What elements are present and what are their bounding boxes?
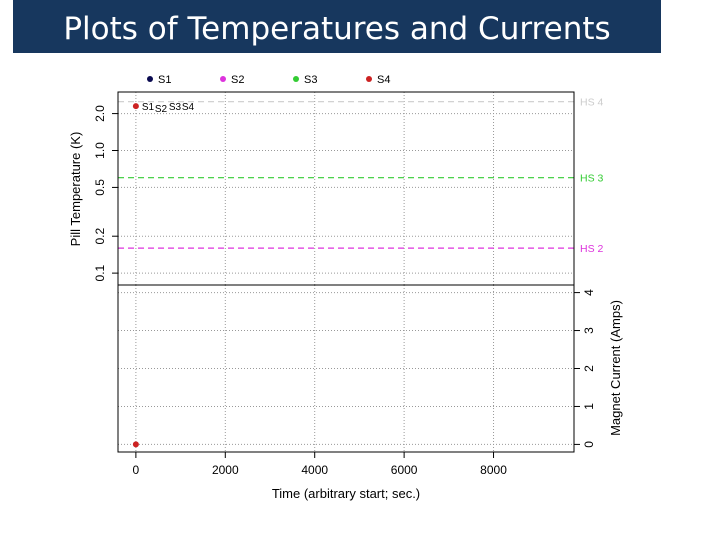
top-ytick-label-3: 1.0 [93,142,107,159]
top-ytick-label-4: 2.0 [93,105,107,122]
ref-label-hs2: HS 2 [580,243,604,255]
legend-label-s4: S4 [377,74,390,86]
legend-label-s1: S1 [158,74,171,86]
top-ytick-label-2: 0.5 [93,179,107,196]
xtick-label-0: 0 [133,463,140,477]
slide-title: Plots of Temperatures and Currents [63,11,611,47]
point-label-s4: S4 [182,102,195,113]
top-ytick-label-1: 0.2 [93,228,107,245]
bottom-ytick-label-2: 2 [582,365,596,372]
top-panel-frame [117,91,575,286]
legend-marker-s4 [366,76,372,82]
bottom-ytick-label-3: 3 [582,327,596,334]
xtick-label-3: 6000 [391,463,418,477]
top-data-point [132,103,139,110]
point-label-s2: S2 [155,104,168,115]
legend-label-s3: S3 [304,74,317,86]
point-label-s1: S1 [142,102,155,113]
bottom-ytick-label-4: 4 [582,289,596,296]
xlabel: Time (arbitrary start; sec.) [272,486,420,501]
xtick-label-1: 2000 [212,463,239,477]
legend-entry-s4: S4 [366,74,390,86]
bottom-ylabel: Magnet Current (Amps) [608,300,623,436]
bottom-ytick-label-0: 0 [582,441,596,448]
legend-entry-s1: S1 [147,74,171,86]
legend-marker-s3 [293,76,299,82]
point-label-s3: S3 [169,102,182,113]
x-axis: 0 2000 4000 6000 8000 Time (arbitrary start; … [133,451,507,501]
top-ytick-label-0: 0.1 [93,264,107,281]
legend-marker-s2 [220,76,226,82]
legend: S1 S2 S3 S4 [147,74,390,86]
title-bar: Plots of Temperatures and Currents [13,0,661,53]
xtick-label-2: 4000 [301,463,328,477]
legend-label-s2: S2 [231,74,244,86]
legend-entry-s3: S3 [293,74,317,86]
bottom-data-point-0 [132,441,139,448]
legend-entry-s2: S2 [220,74,244,86]
top-ylabel: Pill Temperature (K) [68,132,83,247]
temperature-panel: HS 2 HS 3 HS 4 0.1 0.2 0.5 1.0 2.0 Pill Temperat… [68,91,604,286]
current-panel: 0 1 2 3 4 Magnet Current (Amps) [117,284,623,453]
ref-label-hs3: HS 3 [580,173,604,185]
bottom-ytick-label-1: 1 [582,403,596,410]
legend-marker-s1 [147,76,153,82]
ref-label-hs4: HS 4 [580,97,604,109]
xtick-label-4: 8000 [480,463,507,477]
